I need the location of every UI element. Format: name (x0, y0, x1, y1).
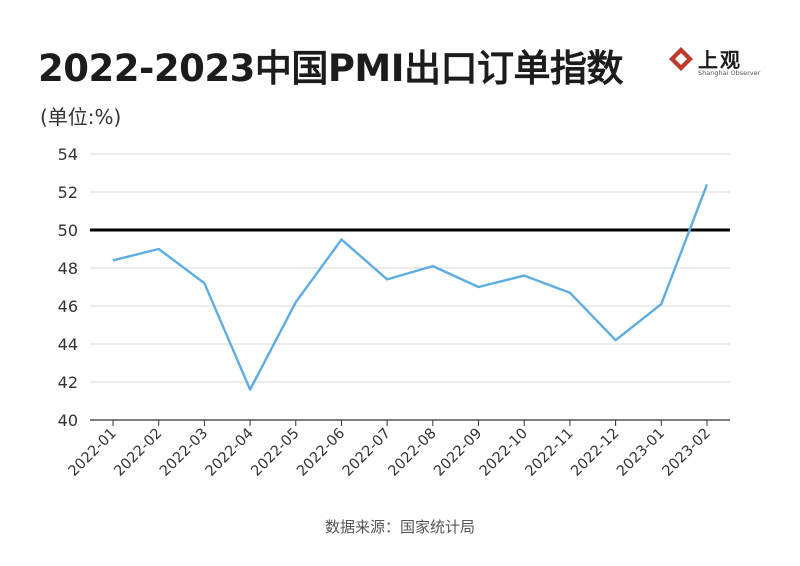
series-group (112, 183, 709, 391)
y-tick-label: 50 (58, 221, 78, 240)
x-tick-label: 2022-06 (294, 426, 348, 480)
x-tick-label: 2022-01 (66, 426, 120, 480)
x-tick-label: 2022-11 (523, 426, 577, 480)
y-tick-label: 52 (58, 183, 78, 202)
x-tick-label: 2022-05 (248, 426, 302, 480)
logo-name: 上观 (698, 48, 742, 72)
x-tick-label: 2022-04 (203, 426, 257, 480)
x-tick-label: 2022-09 (431, 426, 485, 480)
unit-label: (单位:%) (40, 105, 122, 129)
y-axis-ticks: 40 42 44 46 48 50 52 54 (58, 145, 78, 430)
y-tick-label: 46 (58, 297, 78, 316)
x-tick-label: 2022-12 (568, 426, 622, 480)
y-tick-label: 40 (58, 411, 78, 430)
series-line (112, 183, 709, 391)
x-tick-label: 2022-08 (386, 426, 440, 480)
x-tick-label: 2023-01 (614, 426, 668, 480)
chart-title: 2022-2023中国PMI出口订单指数 (38, 47, 624, 90)
x-axis: 2022-012022-022022-032022-042022-052022-… (66, 419, 730, 480)
logo: 上观 Shanghai Observer (668, 44, 768, 80)
x-tick-label: 2022-03 (157, 426, 211, 480)
y-tick-label: 48 (58, 259, 78, 278)
source-note: 数据来源：国家统计局 (324, 518, 475, 536)
logo-mark-icon (669, 47, 693, 71)
x-tick-label: 2022-02 (111, 426, 165, 480)
x-tick-label: 2022-07 (340, 426, 394, 480)
logo-subtitle: Shanghai Observer (698, 69, 761, 77)
y-tick-label: 54 (58, 145, 78, 164)
y-tick-label: 44 (58, 335, 78, 354)
y-tick-label: 42 (58, 373, 78, 392)
x-tick-label: 2022-10 (477, 426, 531, 480)
x-tick-label: 2023-02 (660, 426, 714, 480)
